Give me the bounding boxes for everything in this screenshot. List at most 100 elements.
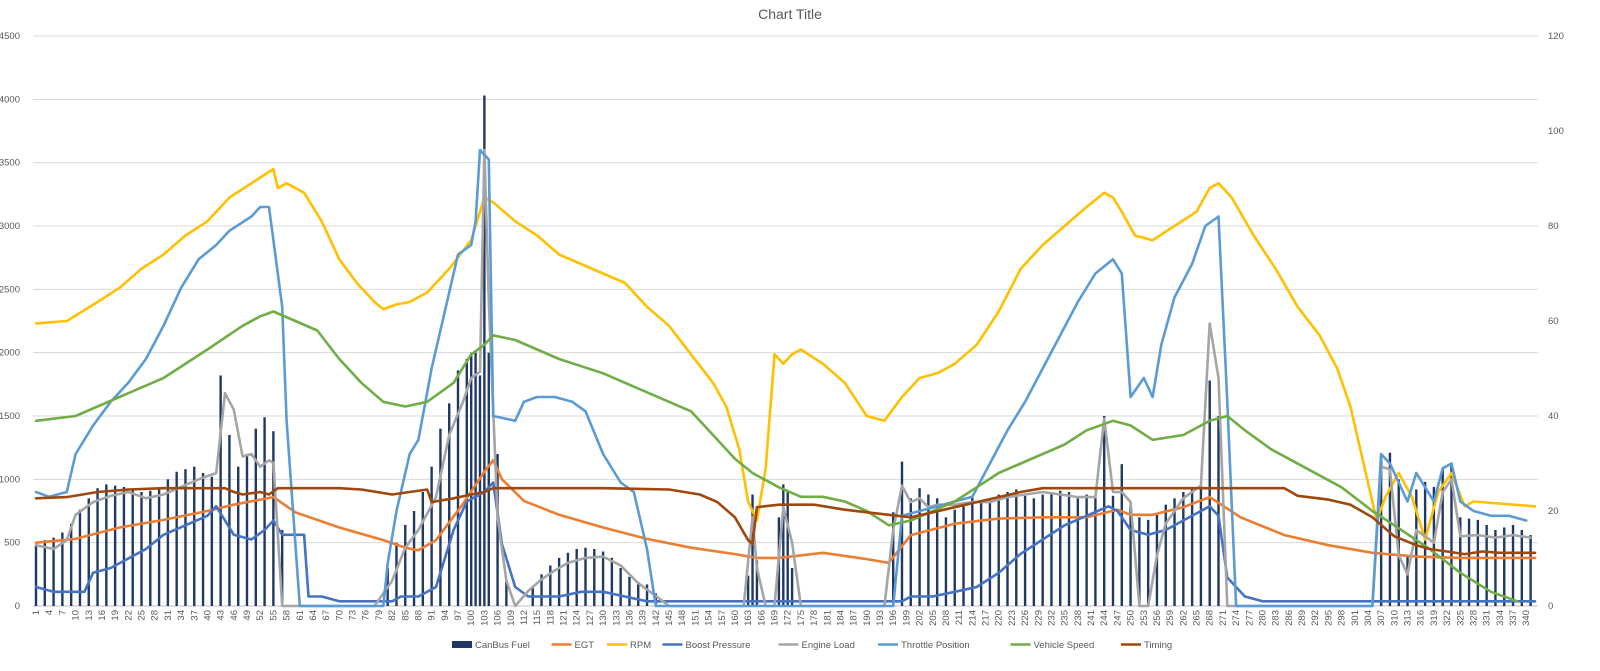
x-tick-label: 319: [1429, 610, 1440, 626]
bar: [540, 574, 543, 606]
y-left-tick-label: 3500: [0, 158, 20, 169]
bar: [105, 484, 108, 606]
x-tick-label: 232: [1046, 610, 1057, 626]
x-tick-label: 76: [361, 610, 372, 621]
x-tick-label: 94: [440, 610, 451, 621]
x-tick-label: 49: [242, 610, 253, 621]
x-tick-label: 328: [1468, 610, 1479, 626]
bar: [166, 479, 170, 606]
y-axis-right: 0 20 40 60 80 100 120: [1548, 31, 1564, 612]
bar: [272, 431, 275, 606]
bar: [610, 557, 614, 606]
x-tick-label: 280: [1257, 610, 1268, 626]
bar: [1529, 535, 1532, 606]
x-tick-label: 235: [1060, 610, 1071, 626]
bar: [78, 509, 82, 606]
x-tick-label: 205: [928, 610, 939, 626]
bar: [505, 580, 508, 606]
bar: [395, 542, 398, 606]
bar: [601, 551, 605, 606]
x-tick-label: 100: [466, 610, 477, 626]
x-tick-label: 313: [1403, 610, 1414, 626]
bar: [496, 454, 499, 606]
series-line-boost-pressure: [34, 481, 1537, 603]
x-tick-label: 130: [598, 610, 609, 626]
legend-label: Boost Pressure: [686, 640, 751, 651]
y-left-tick-label: 4000: [0, 94, 20, 105]
bar: [1032, 498, 1036, 606]
x-tick-label: 283: [1271, 610, 1282, 626]
x-axis: 1 4 7 10 13 16 19 22 25 28 31 34 37 40 43 46 49 52 55 58 61 6…: [31, 610, 1532, 626]
x-tick-label: 340: [1521, 610, 1532, 626]
bar: [465, 359, 468, 606]
x-tick-label: 166: [756, 610, 767, 626]
x-tick-label: 286: [1284, 610, 1295, 626]
series-line-egt: [34, 459, 1537, 565]
bar: [456, 370, 460, 606]
bar: [549, 565, 552, 606]
x-tick-label: 331: [1482, 610, 1493, 626]
x-tick-label: 34: [176, 610, 187, 621]
series-line-vehicle-speed: [34, 310, 1519, 603]
x-tick-label: 157: [717, 610, 728, 626]
bar: [469, 352, 473, 606]
x-tick-label: 97: [453, 610, 464, 621]
x-tick-label: 148: [677, 610, 688, 626]
bar: [637, 581, 640, 606]
gridlines: [33, 35, 1538, 607]
x-tick-label: 169: [770, 610, 781, 626]
x-tick-label: 322: [1442, 610, 1453, 626]
x-tick-label: 292: [1310, 610, 1321, 626]
x-tick-label: 196: [888, 610, 899, 626]
bar: [96, 488, 99, 606]
bar: [935, 498, 939, 606]
bar-series: [34, 95, 1532, 607]
bar: [1182, 492, 1185, 606]
y-axis-left: 0 500 1000 1500 2000 2500 3000 3500 4000 4500: [0, 31, 20, 612]
bar: [1406, 555, 1409, 606]
bar: [557, 557, 561, 606]
x-tick-label: 121: [559, 610, 570, 626]
x-tick-label: 337: [1508, 610, 1519, 626]
bar: [1190, 486, 1194, 606]
bar: [979, 500, 983, 606]
x-tick-label: 133: [611, 610, 622, 626]
bar: [790, 568, 794, 606]
bar: [61, 532, 64, 606]
x-tick-label: 25: [137, 610, 148, 621]
x-tick-label: 289: [1297, 610, 1308, 626]
bar: [1076, 498, 1080, 606]
bar: [1006, 492, 1009, 606]
x-tick-label: 241: [1086, 610, 1097, 626]
bar: [997, 494, 1000, 606]
x-tick-label: 298: [1337, 610, 1348, 626]
x-tick-label: 13: [84, 610, 95, 621]
x-tick-label: 325: [1455, 610, 1466, 626]
bar: [131, 489, 134, 606]
bar: [918, 488, 921, 606]
y-left-tick-label: 1500: [0, 411, 20, 422]
series-line-timing: [34, 486, 1537, 556]
bar: [1094, 498, 1097, 606]
x-tick-label: 88: [413, 610, 424, 621]
bar: [1423, 481, 1427, 606]
x-tick-label: 43: [216, 610, 227, 621]
x-tick-label: 265: [1192, 610, 1203, 626]
legend: CanBus Fuel EGT RPM Boost Pressure Engine Lo…: [452, 640, 1172, 651]
bar: [175, 471, 178, 606]
bar: [1103, 416, 1106, 606]
x-tick-label: 268: [1205, 610, 1216, 626]
x-tick-label: 229: [1033, 610, 1044, 626]
bar: [140, 492, 143, 606]
x-tick-label: 124: [572, 610, 583, 626]
x-tick-label: 103: [479, 610, 490, 626]
bar: [1432, 486, 1436, 606]
bar: [487, 352, 490, 606]
x-tick-label: 7: [57, 610, 68, 615]
bar: [1173, 498, 1176, 606]
x-tick-label: 85: [400, 610, 411, 621]
bar: [1129, 504, 1132, 606]
bar: [210, 476, 214, 606]
legend-label: Timing: [1144, 640, 1172, 651]
bar: [1520, 530, 1524, 606]
